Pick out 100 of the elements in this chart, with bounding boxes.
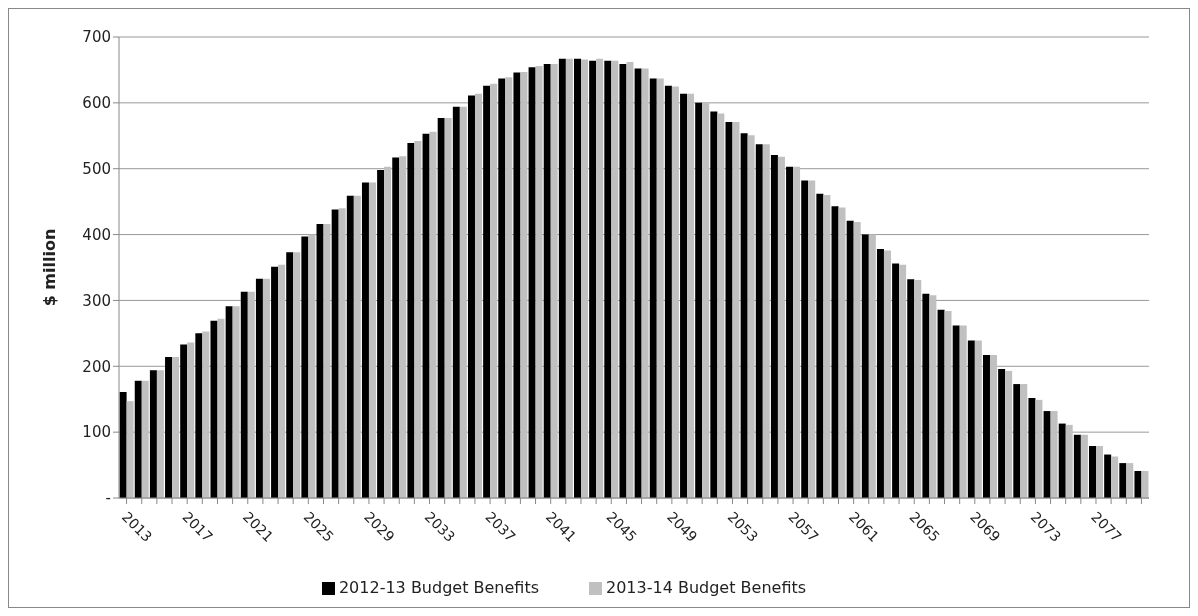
bar (823, 195, 831, 498)
bar (156, 370, 164, 498)
bar (959, 325, 967, 498)
bar (861, 234, 869, 498)
bar (876, 249, 884, 498)
bar (914, 280, 922, 498)
bar (331, 209, 339, 498)
bar (1096, 445, 1104, 498)
bar (801, 180, 809, 498)
bar (1058, 423, 1066, 498)
y-tick-label: - (105, 489, 111, 508)
bar (565, 58, 573, 498)
bar (399, 156, 407, 498)
bar (967, 340, 975, 498)
bar (301, 236, 309, 498)
bar (490, 83, 498, 498)
bar (702, 102, 710, 498)
bar (361, 182, 369, 498)
bar (1028, 397, 1036, 498)
bar (574, 58, 582, 498)
bar (505, 77, 513, 498)
legend-label: 2013-14 Budget Benefits (606, 578, 807, 597)
bar (1013, 384, 1021, 498)
bar (695, 102, 703, 498)
bar (1073, 434, 1081, 498)
bar (392, 157, 400, 498)
y-tick-label: 700 (82, 28, 111, 47)
y-tick-label: 200 (82, 357, 111, 376)
bar (293, 252, 301, 498)
bar (543, 64, 551, 498)
bar (1065, 424, 1073, 498)
bar (762, 144, 770, 498)
bar (989, 355, 997, 498)
bar (1005, 370, 1013, 498)
bar (149, 370, 157, 498)
bar (717, 113, 725, 498)
bar (929, 295, 937, 498)
bar (747, 135, 755, 498)
bar (1126, 463, 1134, 498)
bar (1089, 445, 1097, 498)
bar (498, 78, 506, 498)
bar (187, 342, 195, 498)
bar (649, 78, 657, 498)
bar (346, 195, 354, 498)
bar (1080, 434, 1088, 498)
bar (550, 64, 558, 498)
bar (626, 62, 634, 498)
bar (680, 93, 688, 498)
bar (883, 250, 891, 498)
bar (868, 234, 876, 498)
bar (656, 78, 664, 498)
bar (816, 193, 824, 498)
bar (581, 59, 589, 498)
bar (195, 333, 203, 498)
bar (710, 111, 718, 498)
bar (271, 266, 279, 498)
bar (664, 85, 672, 498)
bar (467, 95, 475, 498)
bar (240, 291, 248, 498)
bar (786, 166, 794, 498)
y-tick-label: 300 (82, 291, 111, 310)
bar (217, 318, 225, 498)
bar (1020, 384, 1028, 498)
bar (338, 208, 346, 498)
bar (1134, 471, 1142, 498)
bar (596, 58, 604, 498)
bar (323, 224, 331, 498)
legend-label: 2012-13 Budget Benefits (338, 578, 539, 597)
bar (922, 293, 930, 498)
bar (974, 340, 982, 498)
bar (838, 207, 846, 498)
bar (937, 309, 945, 498)
bar (377, 170, 385, 498)
bar (944, 310, 952, 498)
bar (407, 143, 415, 498)
bar (474, 93, 482, 498)
bar (1141, 471, 1149, 498)
bar (353, 195, 361, 498)
bar (459, 106, 467, 498)
bar (262, 278, 270, 498)
bar (1119, 463, 1127, 498)
bar (422, 133, 430, 498)
bar (1104, 454, 1112, 498)
bar (225, 306, 233, 498)
bar (770, 154, 778, 498)
bar (831, 206, 839, 498)
bar (808, 180, 816, 498)
bar (165, 357, 173, 498)
bar (452, 106, 460, 498)
bar (1050, 411, 1058, 498)
bar (952, 325, 960, 498)
bar (892, 263, 900, 498)
bar (134, 380, 142, 498)
bar (414, 141, 422, 498)
y-tick-label: 500 (82, 160, 111, 179)
bar (846, 220, 854, 498)
bar (437, 118, 445, 498)
bar (558, 58, 566, 498)
bar (982, 355, 990, 498)
bar (255, 278, 263, 498)
